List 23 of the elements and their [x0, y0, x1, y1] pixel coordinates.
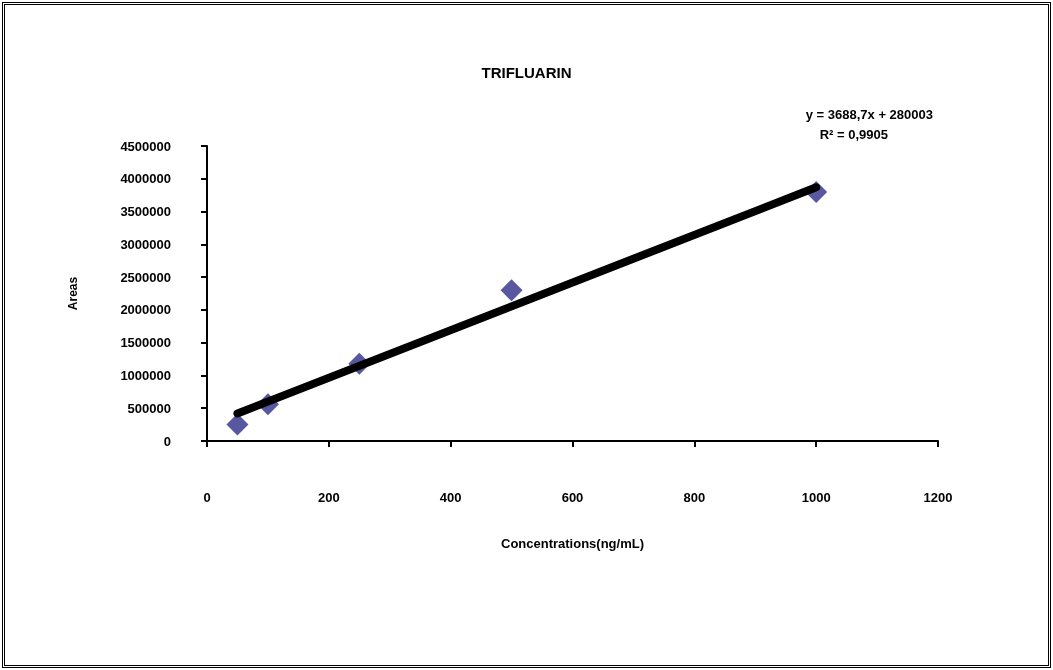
x-tick-label: 400: [439, 490, 462, 505]
y-tick-label: 2000000: [120, 302, 171, 318]
text: R² = 0,9905: [819, 127, 888, 142]
y-tick-label: 500000: [127, 400, 171, 416]
y-tick-label: 4500000: [120, 138, 171, 154]
chart-title: TRIFLUARIN: [481, 64, 572, 81]
y-tick-label: 3500000: [120, 204, 171, 220]
y-tick-label: 1000000: [120, 367, 171, 383]
y-tick-label: 4000000: [120, 171, 171, 187]
x-axis-title: Concentrations(ng/mL): [501, 536, 644, 551]
point: [500, 279, 523, 302]
x-tick-label: 800: [683, 490, 706, 505]
y-tick-label: 1500000: [120, 335, 171, 351]
y-tick-label: 0: [163, 433, 171, 449]
x-tick-label: 600: [561, 490, 584, 505]
x-tick-label: 1000: [801, 490, 831, 505]
x-tick-label: 1200: [923, 490, 953, 505]
y-axis-title: Areas: [66, 276, 80, 311]
y-tick-label: 3000000: [120, 236, 171, 252]
x-tick-label: 200: [317, 490, 340, 505]
x-tick-label: 0: [203, 490, 211, 505]
y-tick-label: 2500000: [120, 269, 171, 285]
text: y = 3688,7x + 280003: [805, 107, 933, 122]
